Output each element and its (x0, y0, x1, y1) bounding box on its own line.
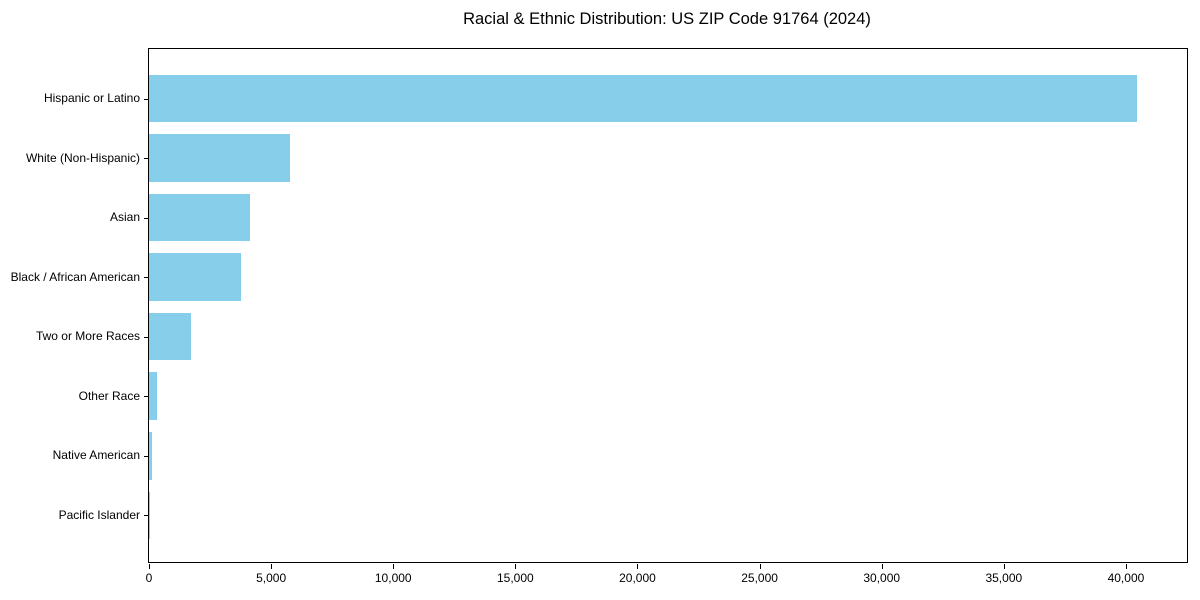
bar (149, 372, 158, 421)
x-axis-tick-mark (515, 563, 517, 569)
x-axis-tick-mark (1003, 563, 1005, 569)
y-axis-tick-mark (144, 217, 149, 219)
y-axis-category-label: Hispanic or Latino (43, 91, 140, 105)
x-axis-tick-mark (149, 563, 150, 569)
x-axis-tick-label: 5,000 (256, 571, 287, 585)
x-axis-tick-label: 25,000 (741, 571, 778, 585)
bar (149, 432, 152, 480)
x-axis-tick-label: 20,000 (619, 571, 656, 585)
y-axis-category-label: Two or More Races (35, 329, 140, 344)
bar (149, 312, 192, 361)
y-axis-tick-mark (144, 98, 149, 100)
x-axis-tick-mark (637, 563, 639, 569)
y-axis-category-label: White (Non-Hispanic) (25, 150, 140, 165)
bar (149, 74, 1138, 123)
y-axis-tick-mark (144, 515, 149, 517)
y-axis-tick-mark (144, 455, 149, 457)
x-axis-tick-label: 40,000 (1107, 571, 1145, 585)
x-axis-tick-label: 35,000 (985, 571, 1023, 585)
y-axis-category-label: Pacific Islander (58, 507, 140, 522)
y-axis-tick-mark (144, 158, 149, 160)
y-axis-tick-mark (144, 336, 149, 338)
x-axis-tick-mark (271, 563, 273, 569)
y-axis-tick-mark (144, 396, 149, 398)
y-axis-category-label: Other Race (78, 388, 140, 403)
x-axis-tick-mark (881, 563, 883, 569)
bar (149, 193, 250, 242)
bar (149, 491, 150, 540)
x-axis-tick-mark (759, 563, 761, 569)
plot-area: Hispanic or Latino White (Non-Hispanic) As… (11, 48, 1188, 585)
bar (149, 253, 241, 301)
x-axis-tick-label: 0 (145, 571, 153, 585)
x-axis-tick-mark (1125, 563, 1127, 569)
y-axis-tick-mark (144, 277, 149, 279)
y-axis-category-label: Black / African American (10, 269, 140, 284)
chart-title: Racial & Ethnic Distribution: US ZIP Cod… (463, 10, 871, 28)
bar (149, 134, 290, 182)
x-axis-tick-label: 10,000 (374, 571, 412, 585)
x-axis-tick-mark (393, 563, 395, 569)
x-axis-tick-label: 30,000 (863, 571, 901, 585)
x-axis-tick-label: 15,000 (496, 571, 534, 585)
y-axis-category-label: Native American (52, 448, 140, 463)
y-axis-category-label: Asian (109, 210, 140, 225)
